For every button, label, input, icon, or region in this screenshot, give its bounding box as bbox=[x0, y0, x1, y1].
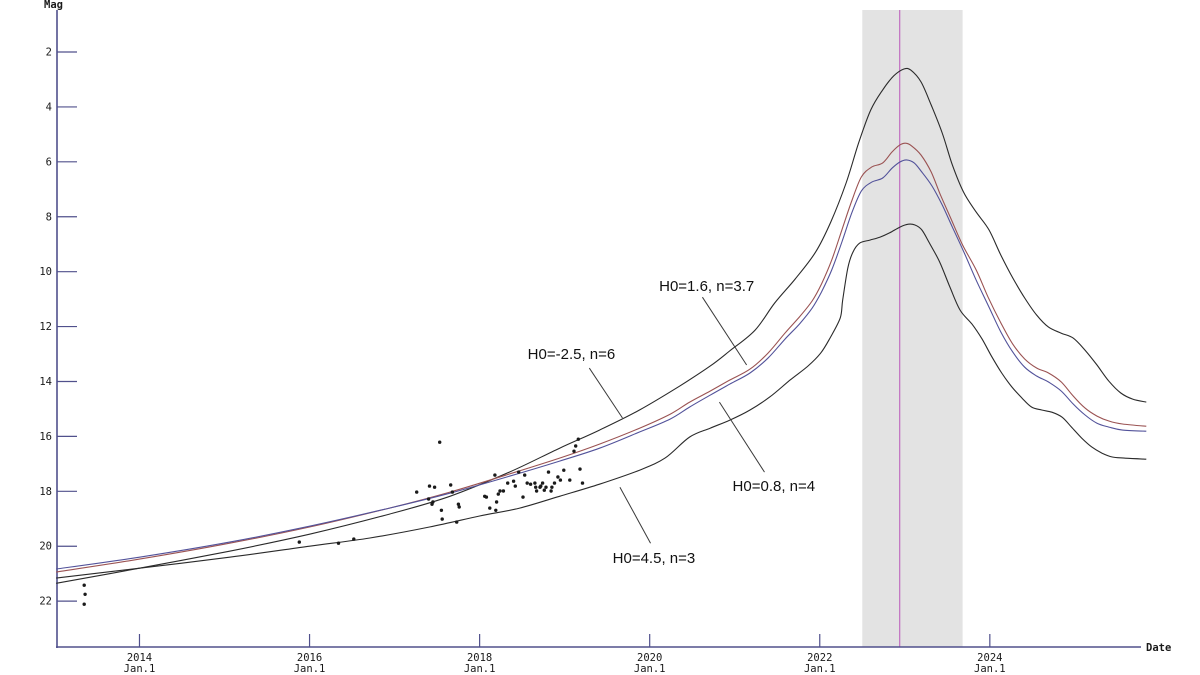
annotation-label: H0=4.5, n=3 bbox=[613, 550, 696, 567]
observation-point bbox=[556, 475, 560, 479]
observation-point bbox=[534, 485, 538, 489]
observation-point bbox=[501, 489, 506, 493]
observation-point bbox=[494, 500, 499, 504]
x-tick-label-jan1: Jan.1 bbox=[634, 663, 666, 675]
observation-point bbox=[456, 502, 461, 506]
observation-point bbox=[534, 489, 539, 493]
observation-point bbox=[576, 437, 580, 441]
annotation-pointer bbox=[619, 486, 651, 544]
lightcurve-h0-1.6-n-3.7 bbox=[56, 142, 1147, 573]
annotation-pointer bbox=[588, 367, 623, 419]
observation-point bbox=[517, 470, 521, 474]
observation-point bbox=[496, 492, 500, 496]
x-tick-label-year: 2024 bbox=[977, 652, 1002, 664]
observation-point bbox=[438, 440, 442, 444]
observation-point bbox=[432, 485, 437, 489]
observation-point bbox=[539, 484, 543, 488]
lightcurve-h0-4.5-n-3 bbox=[56, 223, 1147, 579]
observation-point bbox=[336, 541, 341, 545]
y-tick-label: 6 bbox=[46, 156, 52, 168]
lightcurve-h0-0.8-n-4 bbox=[56, 159, 1147, 570]
y-tick-label: 16 bbox=[39, 431, 52, 443]
perihelion-band bbox=[862, 10, 963, 647]
observation-point bbox=[580, 481, 585, 485]
observation-point bbox=[484, 495, 489, 499]
observation-point bbox=[572, 449, 576, 453]
annotation-pointer bbox=[719, 401, 765, 473]
observation-point bbox=[528, 482, 533, 486]
observation-point bbox=[488, 506, 492, 510]
observation-point bbox=[455, 520, 459, 524]
annotation-label: H0=1.6, n=3.7 bbox=[659, 278, 754, 295]
observation-point bbox=[457, 505, 461, 509]
observation-point bbox=[550, 485, 554, 489]
x-tick-label-jan1: Jan.1 bbox=[804, 663, 836, 675]
y-tick-label: 12 bbox=[39, 321, 52, 333]
x-tick-label-jan1: Jan.1 bbox=[124, 663, 156, 675]
y-tick-label: 10 bbox=[39, 266, 52, 278]
lightcurve-h0-2.5-n-6 bbox=[56, 67, 1147, 584]
observation-point bbox=[511, 479, 516, 483]
y-tick-label: 20 bbox=[39, 541, 52, 553]
y-tick-label: 8 bbox=[46, 211, 52, 223]
observation-point bbox=[521, 495, 525, 499]
observation-point bbox=[506, 481, 510, 485]
observation-point bbox=[352, 537, 356, 541]
observation-point bbox=[578, 467, 582, 471]
observation-point bbox=[523, 473, 527, 477]
observation-point bbox=[83, 592, 87, 596]
y-tick-label: 14 bbox=[39, 376, 52, 388]
annotation-pointer bbox=[701, 296, 748, 366]
observation-point bbox=[427, 484, 432, 488]
x-axis-title: Date bbox=[1146, 642, 1171, 654]
x-tick-label-year: 2014 bbox=[127, 652, 152, 664]
y-tick-label: 18 bbox=[39, 486, 52, 498]
y-tick-label: 22 bbox=[39, 596, 52, 608]
observation-point bbox=[82, 583, 86, 587]
observation-point bbox=[494, 508, 498, 512]
observation-point bbox=[440, 517, 444, 521]
y-axis-title: Mag bbox=[44, 0, 63, 11]
observation-point bbox=[542, 488, 546, 492]
x-tick-label-year: 2020 bbox=[637, 652, 662, 664]
x-tick-label-jan1: Jan.1 bbox=[464, 663, 496, 675]
observation-point bbox=[562, 468, 566, 472]
observation-point bbox=[449, 483, 453, 487]
y-tick-label: 2 bbox=[46, 47, 52, 59]
y-tick-label: 4 bbox=[46, 101, 52, 113]
observation-point bbox=[544, 485, 548, 489]
observation-point bbox=[450, 490, 455, 494]
annotation-label: H0=0.8, n=4 bbox=[733, 478, 816, 495]
x-tick-label-jan1: Jan.1 bbox=[294, 663, 326, 675]
observation-point bbox=[431, 500, 435, 504]
observation-point bbox=[533, 481, 537, 485]
observation-point bbox=[568, 478, 572, 482]
observation-point bbox=[558, 478, 563, 482]
observation-point bbox=[297, 540, 301, 544]
x-tick-label-year: 2022 bbox=[807, 652, 832, 664]
observation-point bbox=[574, 444, 578, 448]
observation-point bbox=[525, 481, 529, 485]
observation-point bbox=[552, 481, 557, 485]
x-tick-label-jan1: Jan.1 bbox=[974, 663, 1006, 675]
observation-point bbox=[540, 481, 545, 485]
observation-point bbox=[546, 470, 551, 474]
observation-point bbox=[498, 489, 502, 493]
annotation-label: H0=-2.5, n=6 bbox=[528, 346, 616, 363]
observation-point bbox=[82, 602, 86, 606]
observation-point bbox=[513, 484, 517, 488]
observation-point bbox=[549, 489, 553, 493]
observation-point bbox=[426, 497, 431, 501]
observation-point bbox=[493, 473, 497, 477]
observation-point bbox=[415, 490, 419, 494]
x-tick-label-year: 2016 bbox=[297, 652, 322, 664]
x-tick-label-year: 2018 bbox=[467, 652, 492, 664]
observation-point bbox=[439, 508, 444, 512]
